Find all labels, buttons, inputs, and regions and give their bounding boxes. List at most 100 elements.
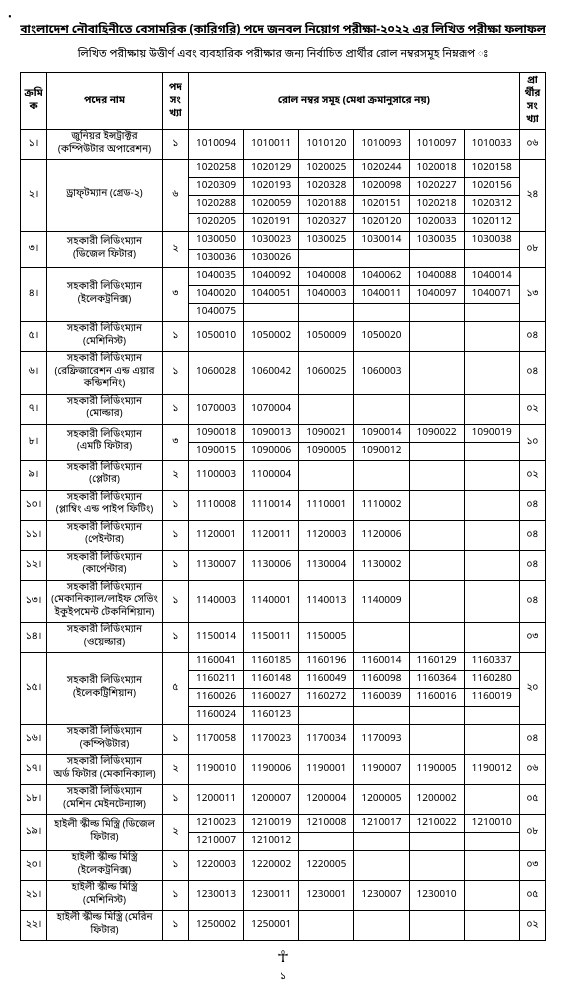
cell-roll: 1150011	[244, 623, 299, 653]
table-row: ১৩।সহকারী লিডিংম্যান(মেকানিক্যাল/লাইফ সে…	[21, 580, 546, 623]
cell-roll: 1210019	[244, 815, 299, 833]
cell-cand: ০৪	[519, 580, 545, 623]
cell-sl: ১০।	[21, 490, 47, 520]
cell-roll	[354, 911, 409, 941]
cell-sl: ৫।	[21, 322, 47, 352]
cell-roll	[354, 851, 409, 881]
cell-roll	[354, 394, 409, 424]
cell-roll: 1160185	[244, 653, 299, 671]
cell-roll: 1040071	[464, 286, 519, 304]
cell-roll: 1100003	[189, 460, 244, 490]
cell-roll: 1140013	[299, 580, 354, 623]
cell-sl: ১৯।	[21, 815, 47, 851]
cell-post: সহকারী লিডিংম্যান(মেশিনিস্ট)	[47, 322, 163, 352]
cell-roll: 1020191	[244, 214, 299, 232]
cell-vac: ১	[162, 725, 188, 755]
cell-vac: ১	[162, 550, 188, 580]
cell-roll	[409, 911, 464, 941]
cell-sl: ৭।	[21, 394, 47, 424]
cell-post: হাইলী স্কীল্ড মিস্ত্রি (মেরিন ফিটার)	[47, 911, 163, 941]
cell-cand: ০২	[519, 460, 545, 490]
cell-roll: 1160027	[244, 689, 299, 707]
cell-sl: ৬।	[21, 352, 47, 395]
table-row: ৪।সহকারী লিডিংম্যান(ইলেকট্রনিক্স)৩104003…	[21, 268, 546, 286]
cell-roll: 1130007	[189, 550, 244, 580]
cell-post: সহকারী লিডিংম্যান(ইলেকট্রিশিয়ান)	[47, 653, 163, 725]
cell-cand: ১৩	[519, 268, 545, 322]
cell-roll: 1210007	[189, 833, 244, 851]
cell-roll	[409, 833, 464, 851]
cell-roll: 1020098	[354, 178, 409, 196]
cell-post: সহকারী লিডিংম্যান(এমটি ফিটার)	[47, 424, 163, 460]
cell-roll: 1030025	[299, 232, 354, 250]
cell-roll: 1220005	[299, 851, 354, 881]
cell-roll: 1130006	[244, 550, 299, 580]
cell-roll: 1060028	[189, 352, 244, 395]
cell-sl: ১২।	[21, 550, 47, 580]
cell-roll	[354, 623, 409, 653]
cell-roll: 1230007	[354, 881, 409, 911]
cell-roll: 1020244	[354, 160, 409, 178]
cell-roll: 1220003	[189, 851, 244, 881]
cell-roll: 1160364	[409, 671, 464, 689]
table-row: ১১।সহকারী লিডিংম্যান(পেইন্টার)১112000111…	[21, 520, 546, 550]
cell-roll: 1040092	[244, 268, 299, 286]
cell-roll: 1040075	[189, 304, 244, 322]
cell-post: হাইলী স্কীল্ড মিস্ত্রি (ইলেকট্রনিক্স)	[47, 851, 163, 881]
table-row: ১৪।সহকারী লিডিংম্যান(ওয়েল্ডার)১11500141…	[21, 623, 546, 653]
cell-cand: ০৪	[519, 550, 545, 580]
col-rolls: রোল নম্বর সমূহ (মেধা ক্রমানুসারে নয়)	[189, 73, 520, 130]
table-row: ২।ড্রাফ্‌টম্যান (গ্রেড-২)৬10202581020129…	[21, 160, 546, 178]
cell-roll	[409, 250, 464, 268]
cell-roll: 1160148	[244, 671, 299, 689]
cell-roll: 1090006	[244, 442, 299, 460]
cell-vac: ১	[162, 580, 188, 623]
cell-roll	[464, 304, 519, 322]
cell-roll: 1040097	[409, 286, 464, 304]
cell-roll	[464, 851, 519, 881]
table-row: ১৫।সহকারী লিডিংম্যান(ইলেকট্রিশিয়ান)৫116…	[21, 653, 546, 671]
cell-roll	[354, 304, 409, 322]
cell-roll: 1220002	[244, 851, 299, 881]
cell-roll: 1160041	[189, 653, 244, 671]
cell-roll: 1040011	[354, 286, 409, 304]
cell-vac: ১	[162, 623, 188, 653]
cell-post: হাইলী স্কীল্ড মিস্ত্রি (ডিজেল ফিটার)	[47, 815, 163, 851]
cell-roll	[464, 460, 519, 490]
cell-roll: 1010033	[464, 130, 519, 160]
cell-roll	[354, 707, 409, 725]
cell-roll: 1090018	[189, 424, 244, 442]
cell-roll: 1020151	[354, 196, 409, 214]
cell-post: সহকারী লিডিংম্যানঅর্ড ফিটার (মেকানিক্যাল…	[47, 755, 163, 785]
cell-roll: 1210008	[299, 815, 354, 833]
table-row: ২০।হাইলী স্কীল্ড মিস্ত্রি (ইলেকট্রনিক্স)…	[21, 851, 546, 881]
cell-roll: 1090021	[299, 424, 354, 442]
cell-roll: 1110014	[244, 490, 299, 520]
cell-roll	[464, 911, 519, 941]
table-row: ৯।সহকারী লিডিংম্যান(প্লেটার)২11000031100…	[21, 460, 546, 490]
cell-roll: 1020327	[299, 214, 354, 232]
cell-sl: ১৫।	[21, 653, 47, 725]
cell-roll: 1230001	[299, 881, 354, 911]
cell-roll: 1130002	[354, 550, 409, 580]
cell-roll: 1230011	[244, 881, 299, 911]
cell-roll: 1030050	[189, 232, 244, 250]
cell-roll: 1040062	[354, 268, 409, 286]
cell-roll: 1090015	[189, 442, 244, 460]
cell-roll	[409, 304, 464, 322]
cell-vac: ১	[162, 520, 188, 550]
cell-roll	[409, 442, 464, 460]
cell-roll: 1110001	[299, 490, 354, 520]
cell-vac: ১	[162, 881, 188, 911]
cell-roll: 1190006	[244, 755, 299, 785]
cell-roll: 1050002	[244, 322, 299, 352]
cell-sl: ১৩।	[21, 580, 47, 623]
col-cand: প্রার্থীর সংখ্যা	[519, 73, 545, 130]
cell-roll: 1100004	[244, 460, 299, 490]
cell-roll: 1020309	[189, 178, 244, 196]
cell-post: ড্রাফ্‌টম্যান (গ্রেড-২)	[47, 160, 163, 232]
cell-roll	[409, 490, 464, 520]
cell-roll: 1020288	[189, 196, 244, 214]
cell-roll	[299, 394, 354, 424]
cell-sl: ২০।	[21, 851, 47, 881]
